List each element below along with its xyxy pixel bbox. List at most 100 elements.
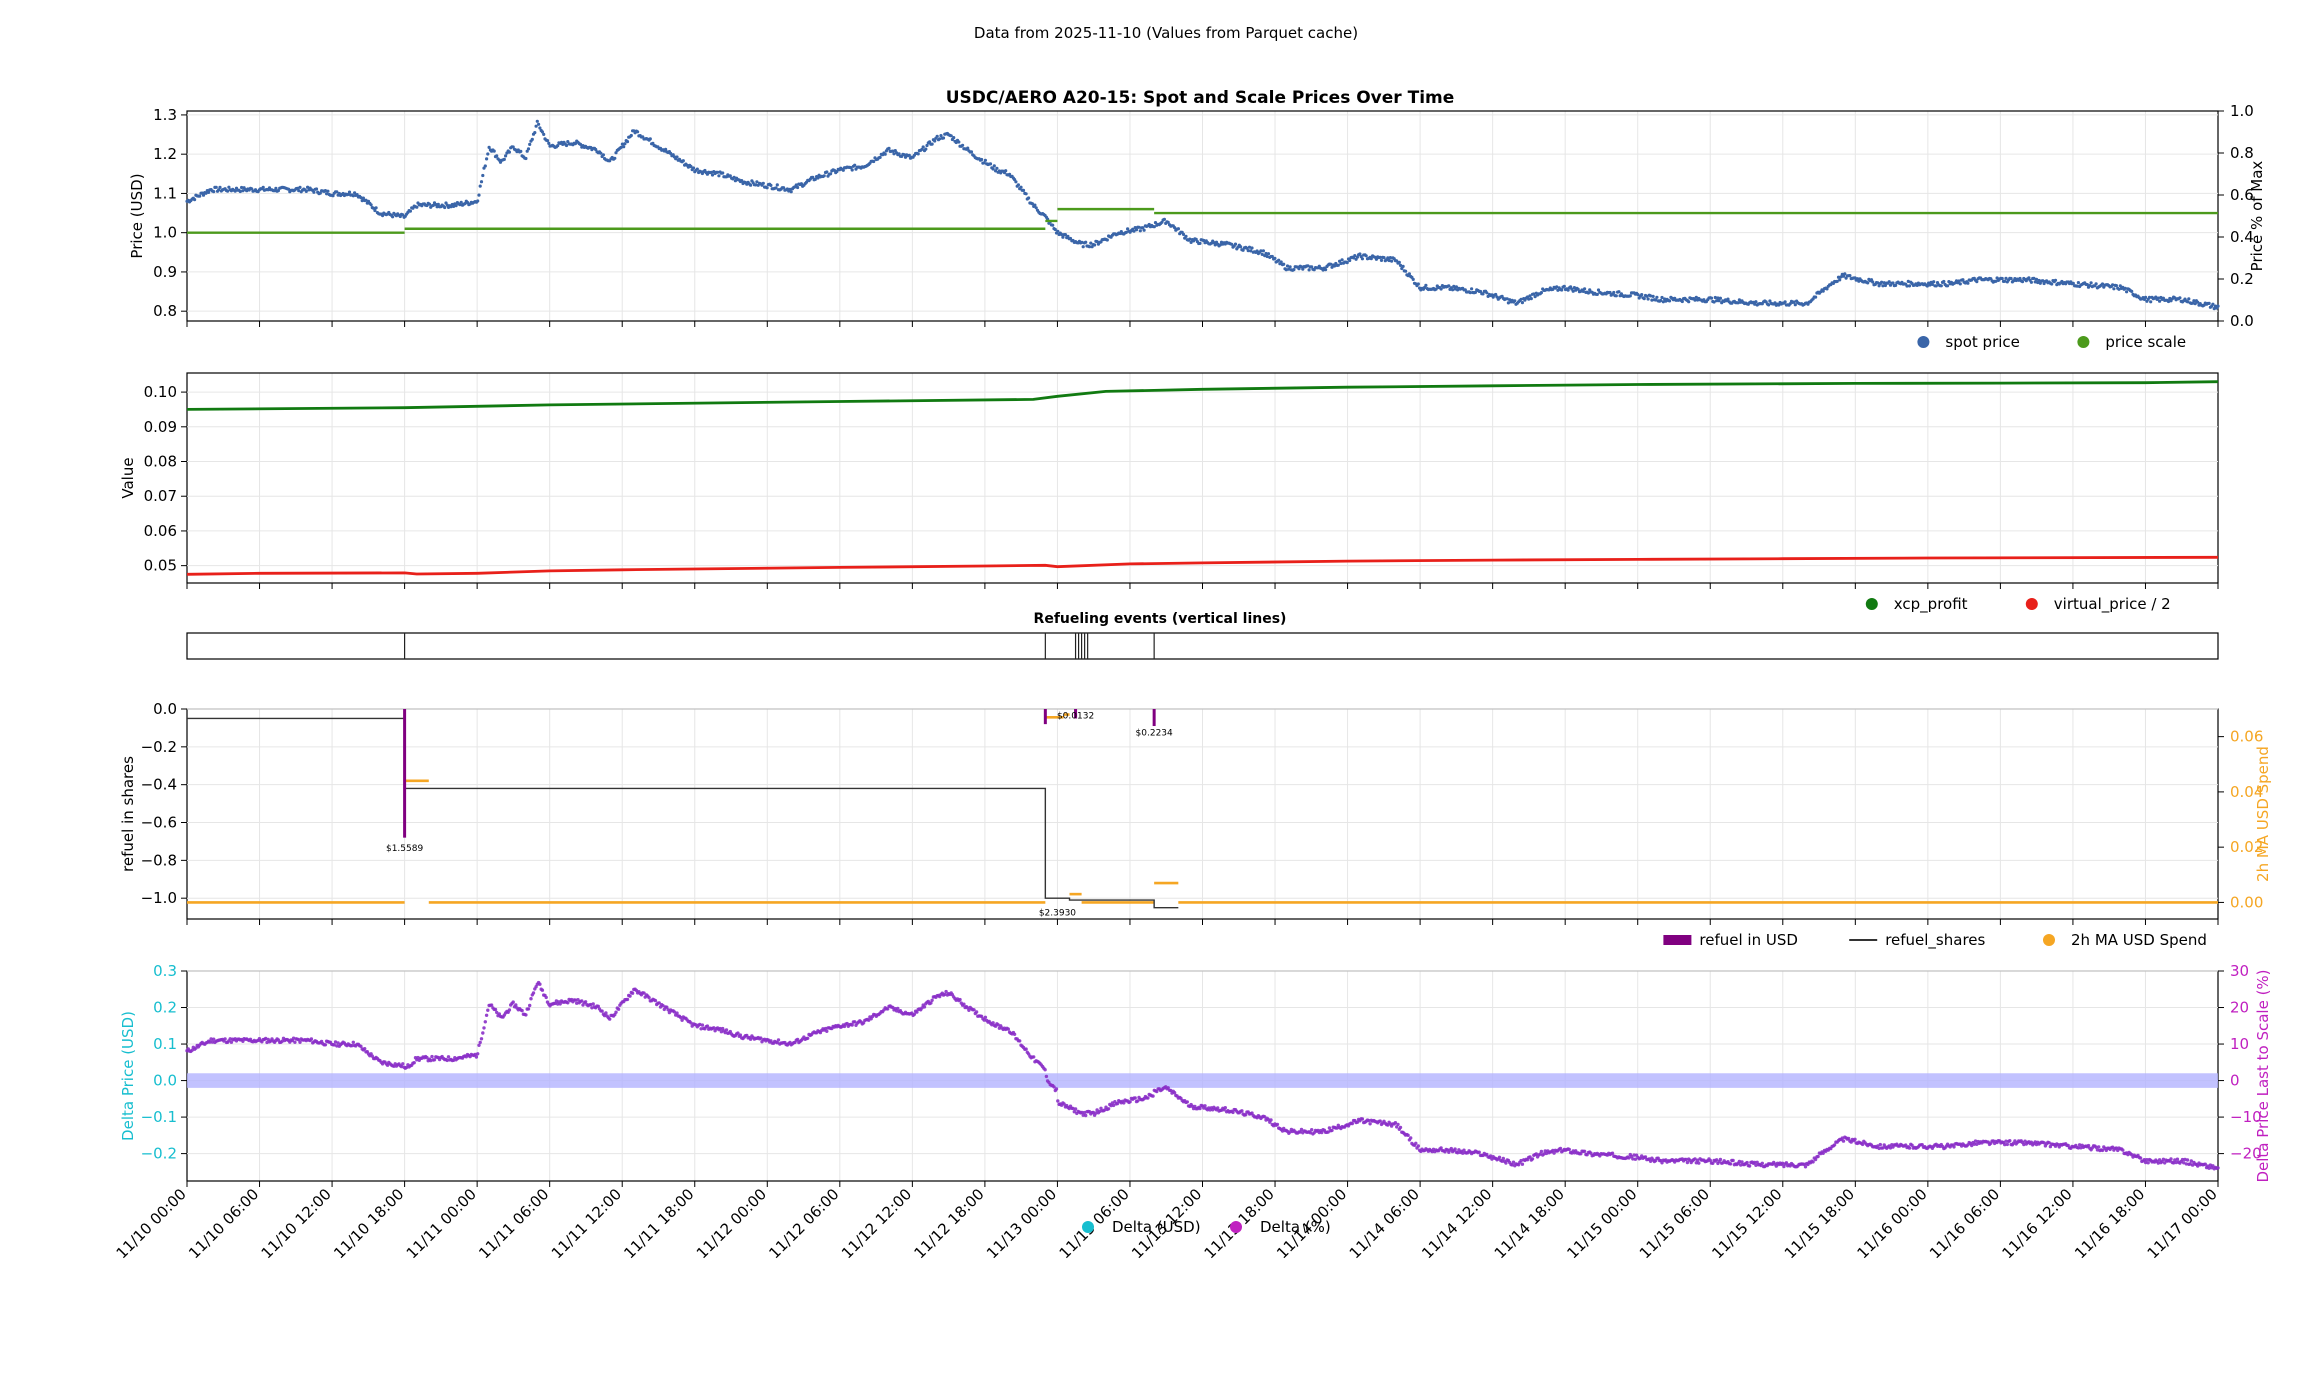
spot-price-point [1709, 296, 1714, 300]
spot-price-point [1907, 284, 1912, 288]
delta-point [1310, 1128, 1314, 1132]
spot-price-point [204, 191, 208, 195]
delta-point [1082, 1110, 1087, 1115]
delta-point [1216, 1106, 1220, 1110]
spot-price-point [1651, 294, 1655, 298]
spot-price-point [1576, 287, 1580, 291]
spot-price-point [691, 166, 696, 170]
delta-point [583, 1000, 588, 1004]
legend-label: xcp_profit [1894, 595, 1968, 614]
spot-price-point [1390, 259, 1394, 263]
spot-price-point [364, 198, 368, 202]
delta-point [333, 1040, 338, 1044]
spot-price-point [1726, 297, 1730, 301]
spot-price-point [1939, 284, 1943, 288]
spot-price-point [1345, 261, 1349, 265]
delta-point [1172, 1091, 1177, 1095]
spot-price-point [1871, 280, 1875, 284]
spot-price-point [1928, 283, 1932, 287]
spot-price-point [530, 137, 534, 141]
spot-price-point [2000, 276, 2004, 281]
delta-point [1449, 1146, 1454, 1151]
delta-point [1539, 1149, 1544, 1154]
delta-point [2142, 1158, 2147, 1162]
delta-point [1747, 1164, 1752, 1168]
delta-point [1816, 1154, 1820, 1159]
spot-price-point [1404, 269, 1408, 273]
delta-point [1754, 1163, 1758, 1168]
spot-price-point [1213, 243, 1217, 247]
delta-point [1409, 1136, 1413, 1140]
spot-price-point [1218, 243, 1222, 247]
spot-price-point [1353, 254, 1357, 258]
spot-price-point [533, 131, 537, 135]
spot-price-point [883, 152, 887, 156]
delta-point [672, 1010, 677, 1014]
spot-price-point [811, 175, 815, 179]
delta-point [1972, 1142, 1977, 1146]
spot-price-point [1241, 248, 1245, 252]
spot-price-point [241, 189, 245, 193]
delta-point [853, 1020, 857, 1024]
delta-point [628, 994, 632, 998]
spot-price-point [526, 147, 531, 151]
spot-price-point [1716, 296, 1720, 300]
spot-price-point [408, 209, 412, 213]
spot-price-point [564, 143, 569, 148]
delta-point [972, 1008, 976, 1012]
delta-point [1774, 1164, 1779, 1168]
delta-point [2008, 1139, 2012, 1143]
spot-price-point [578, 142, 583, 146]
spot-price-point [1835, 279, 1839, 283]
spot-price-point [1266, 252, 1271, 256]
spot-price-point [1093, 243, 1097, 247]
delta-point [1693, 1157, 1697, 1161]
spot-price-point [2018, 276, 2022, 281]
delta-point [1520, 1162, 1525, 1166]
spot-price-point [849, 166, 853, 170]
delta-point [1326, 1130, 1330, 1134]
spot-price-point [304, 189, 308, 193]
x-tick-label: 11/10 06:00 [185, 1185, 262, 1262]
delta-point [1708, 1158, 1713, 1163]
spot-price-point [1105, 238, 1109, 242]
refuel-usd-bar [1152, 709, 1156, 727]
spot-price-point [1506, 301, 1510, 305]
delta-point [2216, 1166, 2220, 1170]
spot-price-point [1754, 300, 1758, 304]
spot-price-point [1513, 299, 1517, 303]
delta-point [1973, 1139, 1978, 1143]
spot-price-point [980, 157, 984, 162]
x-tick-label: 11/11 12:00 [548, 1185, 625, 1262]
legend-marker [1230, 1221, 1242, 1233]
spot-price-point [732, 175, 736, 179]
legend-marker [2077, 336, 2090, 348]
spot-price-point [907, 153, 911, 157]
spot-price-points [185, 119, 2220, 311]
delta-point [1457, 1148, 1461, 1152]
spot-price-point [2004, 276, 2008, 280]
spot-price-point [2144, 295, 2148, 299]
delta-point [229, 1040, 234, 1044]
delta-point [1080, 1110, 1084, 1115]
spot-price-point [1882, 281, 1886, 285]
spot-price-point [2034, 277, 2039, 281]
spot-price-point [431, 203, 435, 207]
spot-price-point [1930, 282, 1934, 286]
spot-price-point [1137, 225, 1141, 229]
spot-price-point [233, 189, 237, 193]
delta-point [495, 1010, 499, 1015]
delta-point [529, 997, 533, 1001]
delta-point [806, 1036, 810, 1041]
y-tick-label: 0.07 [144, 487, 177, 505]
delta-point [1115, 1101, 1120, 1106]
delta-point [478, 1040, 482, 1045]
delta-point [943, 992, 947, 997]
delta-point [540, 988, 545, 992]
spot-price-point [1249, 249, 1253, 253]
delta-point [544, 995, 548, 1000]
spot-price-point [1887, 280, 1891, 284]
spot-price-point [1961, 278, 1965, 282]
spot-price-point [1527, 297, 1531, 301]
